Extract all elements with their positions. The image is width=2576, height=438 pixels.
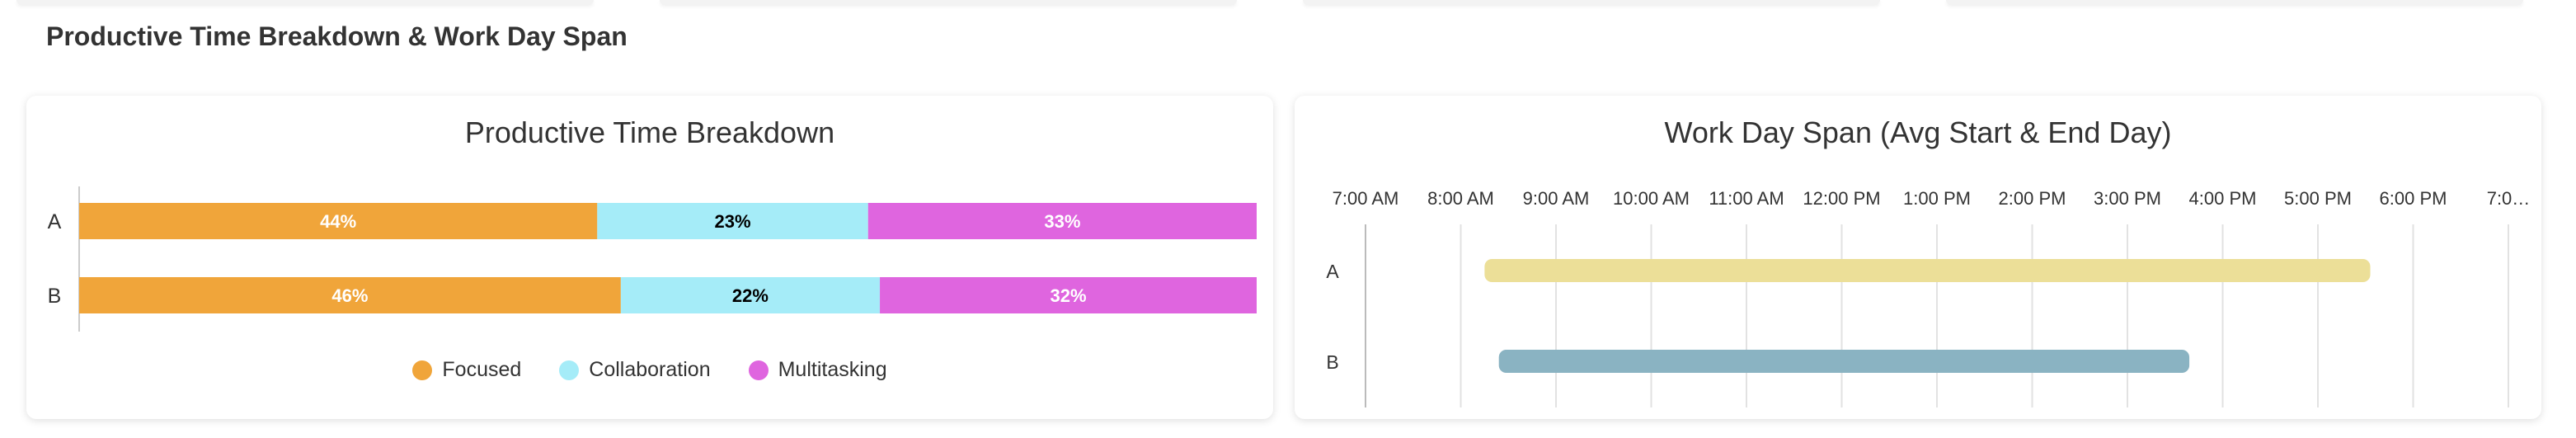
bar-focused-b	[79, 277, 621, 313]
data-label-collaboration-a: 23%	[715, 211, 751, 232]
legend-label-collaboration: Collaboration	[589, 358, 711, 381]
productive-time-card: Productive Time Breakdown A 44% 23% 33% B 46%…	[26, 96, 1273, 419]
work-day-span-card: Work Day Span (Avg Start & End Day) 7:00…	[1295, 96, 2541, 419]
section-title: Productive Time Breakdown & Work Day Spa…	[46, 21, 628, 51]
x-tick-label-12: 7:0…	[2487, 188, 2531, 209]
bar-multitasking-a	[867, 203, 1257, 239]
span-category-label-b: B	[1326, 351, 1338, 373]
bar-multitasking-b	[880, 277, 1257, 313]
x-tick-label-1: 8:00 AM	[1427, 188, 1494, 209]
legend-item-collaboration[interactable]: Collaboration	[559, 358, 711, 382]
productive-time-chart: A 44% 23% 33% B 46% 22% 32%	[48, 186, 1257, 332]
data-label-focused-a: 44%	[320, 211, 356, 232]
x-tick-label-8: 3:00 PM	[2094, 188, 2161, 209]
top-strip-1	[16, 0, 594, 5]
x-tick-label-4: 11:00 AM	[1709, 188, 1784, 209]
span-category-label-a: A	[1326, 261, 1339, 282]
span-bar-a	[1484, 259, 2371, 282]
legend-dot-collaboration	[559, 360, 580, 380]
span-bar-b	[1498, 350, 2190, 373]
bar-collaboration-b	[620, 277, 881, 313]
legend-dot-multitasking	[748, 360, 769, 380]
legend-item-multitasking[interactable]: Multitasking	[748, 358, 887, 382]
top-strip-2	[660, 0, 1237, 5]
x-tick-label-5: 12:00 PM	[1803, 188, 1880, 209]
legend-item-focused[interactable]: Focused	[412, 358, 521, 382]
legend-label-multitasking: Multitasking	[778, 358, 887, 381]
data-label-collaboration-b: 22%	[732, 285, 769, 306]
bar-focused-a	[79, 203, 598, 239]
x-tick-label-0: 7:00 AM	[1333, 188, 1399, 209]
x-tick-label-9: 4:00 PM	[2189, 188, 2257, 209]
top-strip-3	[1303, 0, 1880, 5]
x-tick-label-10: 5:00 PM	[2284, 188, 2352, 209]
x-tick-label-2: 9:00 AM	[1523, 188, 1590, 209]
legend-label-focused: Focused	[442, 358, 522, 381]
work-day-span-chart: 7:00 AM 8:00 AM 9:00 AM 10:00 AM 11:00 AM 12:…	[1326, 188, 2531, 407]
x-tick-label-11: 6:00 PM	[2380, 188, 2447, 209]
x-tick-label-3: 10:00 AM	[1613, 188, 1690, 209]
bar-collaboration-a	[597, 203, 868, 239]
productive-time-chart-title: Productive Time Breakdown	[464, 115, 835, 149]
category-label-a: A	[48, 210, 62, 233]
productive-time-legend: Focused Collaboration Multitasking	[26, 358, 1273, 382]
data-label-focused-b: 46%	[331, 285, 368, 306]
data-label-multitasking-b: 32%	[1050, 285, 1086, 306]
legend-dot-focused	[412, 360, 433, 380]
data-label-multitasking-a: 33%	[1044, 211, 1080, 232]
x-tick-label-6: 1:00 PM	[1903, 188, 1971, 209]
x-tick-label-7: 2:00 PM	[1999, 188, 2066, 209]
category-label-b: B	[48, 285, 62, 308]
work-day-span-chart-title: Work Day Span (Avg Start & End Day)	[1664, 115, 2172, 149]
top-strip-4	[1946, 0, 2523, 5]
